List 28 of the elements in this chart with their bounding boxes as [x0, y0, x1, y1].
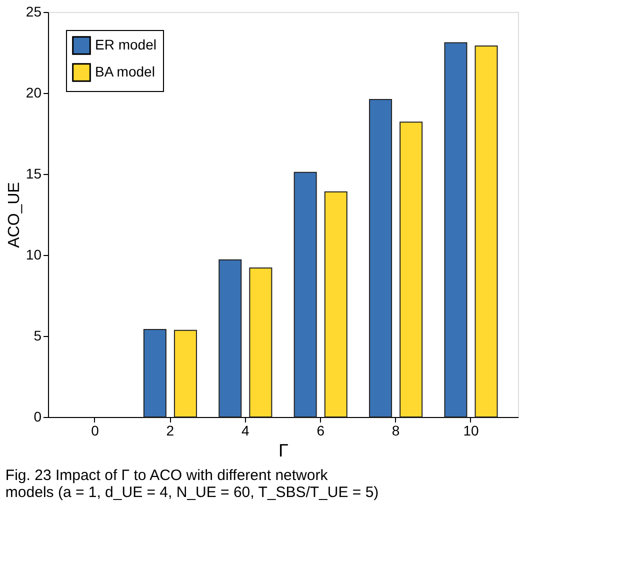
text: models (a = 1, d_UE = 4, N_UE = 60, T_SBS/T_UE = 5) [5, 484, 379, 501]
y-tick-label: 10 [26, 246, 42, 262]
x-axis-title: Γ [278, 440, 289, 460]
bar [400, 122, 423, 418]
x-tick-label: 6 [316, 422, 325, 438]
bar [218, 259, 242, 418]
y-tick-label: 5 [34, 328, 42, 344]
bar [174, 330, 197, 418]
x-tick-label: 4 [242, 422, 250, 438]
y-tick-label: 20 [26, 84, 42, 100]
bar [369, 98, 392, 418]
y-tick-label: 25 [26, 4, 42, 20]
bar [249, 267, 272, 418]
x-tick-label: 2 [166, 422, 174, 438]
caption: Fig. 23 Impact of Γ to ACO with different network [5, 467, 328, 484]
y-tick-label: 0 [34, 408, 42, 424]
bar [324, 191, 348, 418]
y-axis-title: ACO_UE [6, 182, 23, 248]
bar [444, 42, 468, 418]
x-tick-label: 10 [463, 422, 479, 438]
x-tick-label: 8 [392, 422, 400, 438]
legend-label: ER model [95, 36, 156, 52]
x-tick-label: 0 [91, 422, 100, 438]
legend-label: BA model [95, 64, 155, 80]
bar [294, 172, 317, 418]
bar [474, 46, 498, 418]
y-tick-label: 15 [26, 166, 42, 182]
bar [143, 329, 166, 418]
